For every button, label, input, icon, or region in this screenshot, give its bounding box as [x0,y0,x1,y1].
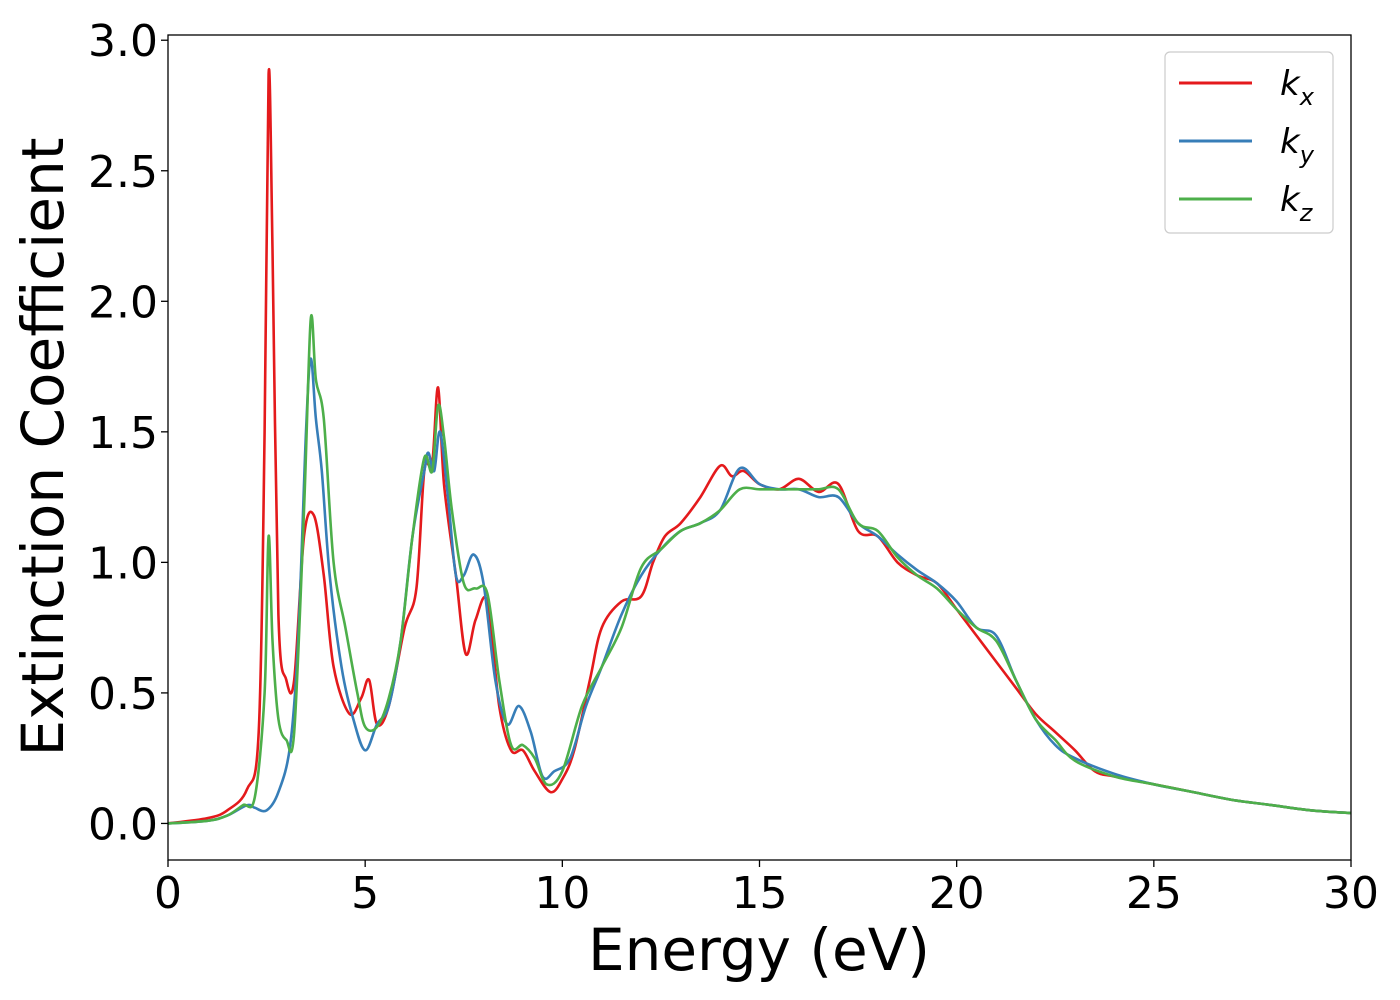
y-tick-label: 1.5 [88,408,158,459]
legend-label-y: ky [1280,122,1315,169]
y-tick-label: 2.0 [88,277,158,328]
legend-label-main: k [1280,180,1301,220]
legend-label-z: kz [1280,180,1314,227]
series-layer [168,67,1351,825]
series-line-y [168,357,1351,825]
legend-label-main: k [1280,122,1301,162]
x-tick-label: 15 [732,868,788,919]
x-tick-label: 25 [1126,868,1182,919]
y-tick-label: 3.0 [88,16,158,67]
x-axis-label: Energy (eV) [588,916,930,984]
legend-label-x: kx [1280,64,1315,111]
y-axis: 0.0 0.5 1.0 1.5 2.0 2.5 3.0 [88,16,168,850]
legend-label-main: k [1280,64,1301,104]
x-tick-label: 0 [154,868,182,919]
x-tick-label: 20 [929,868,985,919]
y-tick-label: 2.5 [88,147,158,198]
x-axis: 0 5 10 15 20 25 30 [154,860,1379,919]
x-tick-label: 30 [1323,868,1379,919]
x-tick-label: 5 [351,868,379,919]
y-tick-label: 0.5 [88,669,158,720]
y-tick-label: 1.0 [88,538,158,589]
x-tick-label: 10 [534,868,590,919]
y-axis-label: Extinction Coefficient [9,138,77,757]
legend-label-sub: x [1299,83,1315,111]
series-line-x [168,67,1351,825]
series-line-z [168,314,1351,825]
legend-label-sub: z [1299,199,1314,227]
y-tick-label: 0.0 [88,799,158,850]
legend-label-sub: y [1299,141,1315,169]
